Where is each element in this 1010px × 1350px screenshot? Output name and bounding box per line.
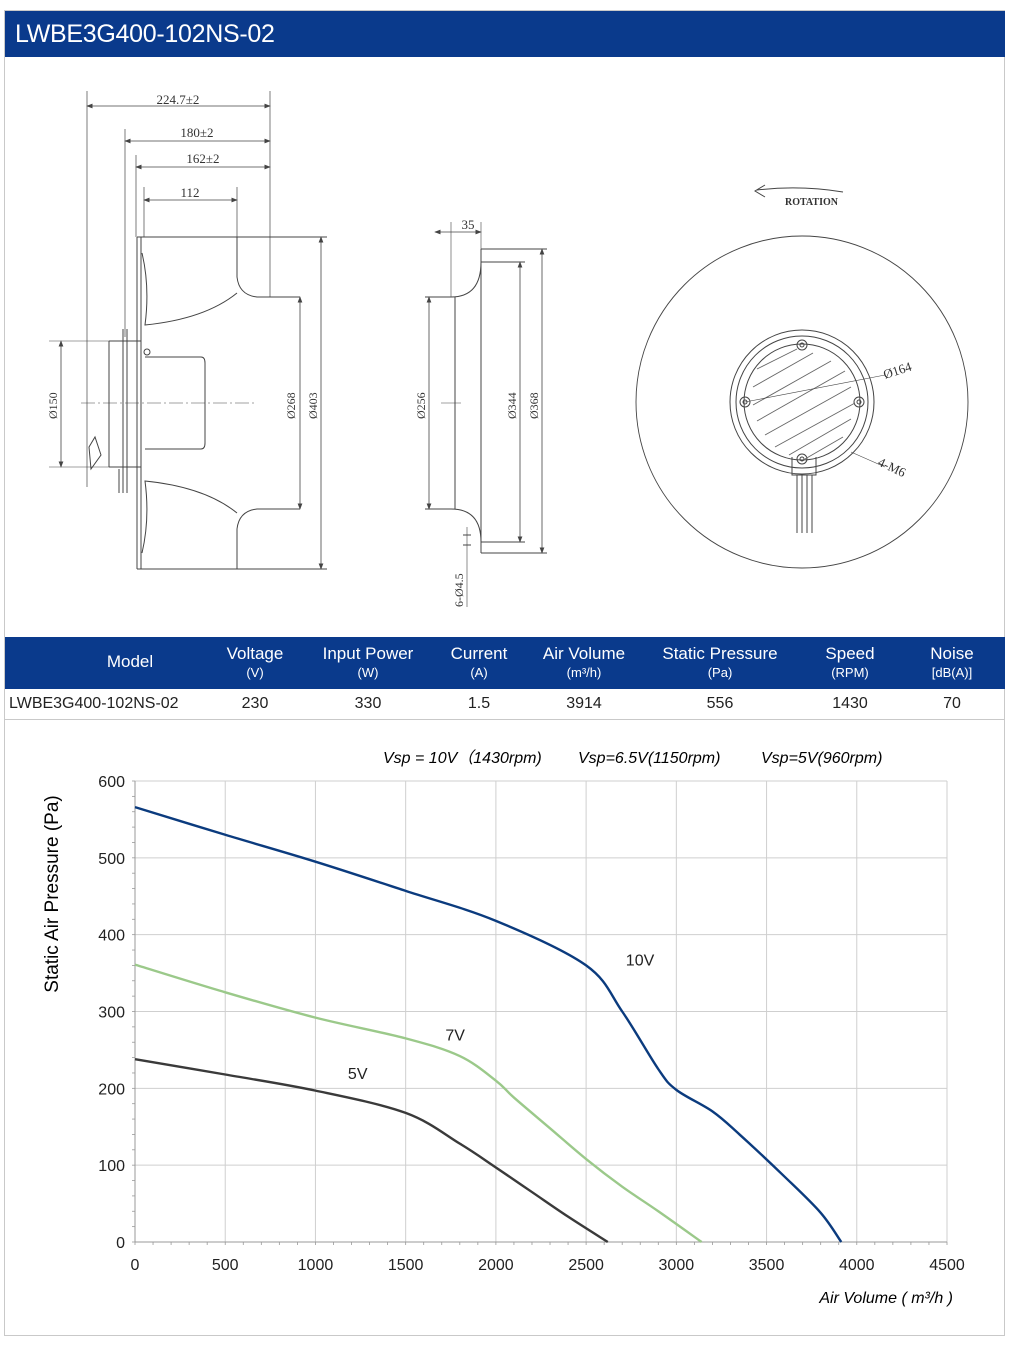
holes-callout: 6-Ø4.5 bbox=[452, 573, 466, 607]
dia-268: Ø268 bbox=[284, 392, 298, 419]
subtitle-6-5v: Vsp=6.5V(1150rpm) bbox=[578, 750, 720, 767]
y-tick-label: 500 bbox=[98, 851, 125, 868]
series-label-7v: 7V bbox=[445, 1028, 465, 1045]
performance-chart: 0 500 1000 1500 2000 2500 3000 3500 4000 4500 0 100… bbox=[42, 749, 965, 1307]
page-title: LWBE3G400-102NS-02 bbox=[15, 20, 275, 48]
x-tick-label: 4500 bbox=[929, 1257, 965, 1274]
y-tick-label: 300 bbox=[98, 1005, 125, 1022]
cell-input-power: 330 bbox=[354, 695, 382, 712]
dia-256: Ø256 bbox=[414, 392, 428, 419]
y-tick-label: 100 bbox=[98, 1158, 125, 1175]
x-tick-label: 1500 bbox=[388, 1257, 424, 1274]
y-tick-label: 600 bbox=[98, 774, 125, 791]
cell-static-pressure: 556 bbox=[706, 695, 734, 712]
header-current: Current (A) bbox=[450, 644, 508, 680]
dia-164: Ø164 bbox=[881, 359, 914, 382]
dia-403: Ø403 bbox=[306, 392, 320, 419]
title-bar: LWBE3G400-102NS-02 bbox=[5, 11, 1005, 57]
x-tick-label: 0 bbox=[131, 1257, 140, 1274]
header-static-pressure: Static Pressure (Pa) bbox=[662, 644, 778, 680]
series-label-10v: 10V bbox=[626, 952, 655, 969]
thread-callout: 4-M6 bbox=[876, 454, 909, 480]
series-label-5v: 5V bbox=[348, 1066, 368, 1083]
dia-150: Ø150 bbox=[46, 392, 60, 419]
dim-112: 112 bbox=[180, 185, 199, 200]
subtitle-10v: Vsp = 10V（1430rpm) bbox=[383, 749, 542, 767]
dim-162: 162±2 bbox=[186, 151, 219, 166]
front-view bbox=[635, 184, 969, 569]
x-tick-label: 500 bbox=[212, 1257, 239, 1274]
series-line-7v bbox=[134, 963, 703, 1243]
spec-table-header: Model Voltage (V) Input Power (W) Current(… bbox=[5, 637, 1005, 689]
series-line-5v bbox=[134, 1057, 609, 1244]
cell-model: LWBE3G400-102NS-02 bbox=[9, 695, 179, 712]
dia-368: Ø368 bbox=[527, 392, 541, 419]
header-voltage: Voltage (V) bbox=[226, 644, 284, 680]
cell-voltage: 230 bbox=[241, 695, 269, 712]
x-tick-label: 1000 bbox=[298, 1257, 334, 1274]
dim-180: 180±2 bbox=[180, 125, 213, 140]
x-tick-label: 2500 bbox=[568, 1257, 604, 1274]
dim-overall: 224.7±2 bbox=[157, 92, 200, 107]
header-noise: Noise [dB(A)] bbox=[930, 644, 974, 680]
side-view bbox=[49, 91, 327, 570]
y-tick-label: 400 bbox=[98, 928, 125, 945]
header-speed: Speed (RPM) bbox=[825, 644, 875, 680]
spec-table-row: LWBE3G400-102NS-02 230 330 1.5 3914 556 … bbox=[5, 689, 1005, 720]
dim-35: 35 bbox=[462, 217, 475, 232]
series-line-10v bbox=[134, 805, 843, 1243]
header-model: Model bbox=[106, 652, 154, 671]
y-tick-label: 200 bbox=[98, 1081, 125, 1098]
cell-air-volume: 3914 bbox=[566, 695, 602, 712]
subtitle-5v: Vsp=5V(960rpm) bbox=[761, 750, 882, 767]
cell-current: 1.5 bbox=[467, 695, 491, 712]
header-input-power: Input Power (W) bbox=[322, 644, 414, 680]
cell-speed: 1430 bbox=[832, 695, 868, 712]
rotation-label: ROTATION bbox=[785, 197, 839, 208]
x-tick-label: 3000 bbox=[659, 1257, 695, 1274]
cell-noise: 70 bbox=[943, 695, 961, 712]
inlet-view bbox=[425, 222, 547, 607]
x-tick-label: 2000 bbox=[478, 1257, 514, 1274]
x-tick-label: 4000 bbox=[839, 1257, 875, 1274]
x-tick-label: 3500 bbox=[749, 1257, 785, 1274]
y-tick-label: 0 bbox=[116, 1235, 125, 1252]
x-axis-title: Air Volume ( m³/h ) bbox=[818, 1290, 953, 1307]
dia-344: Ø344 bbox=[505, 392, 519, 419]
technical-drawing: 224.7±2 180±2 162±2 112 Ø150 Ø268 Ø403 3… bbox=[46, 91, 969, 607]
header-air-volume: Air Volume (m³/h) bbox=[542, 644, 626, 680]
y-axis-title: Static Air Pressure (Pa) bbox=[42, 795, 63, 992]
